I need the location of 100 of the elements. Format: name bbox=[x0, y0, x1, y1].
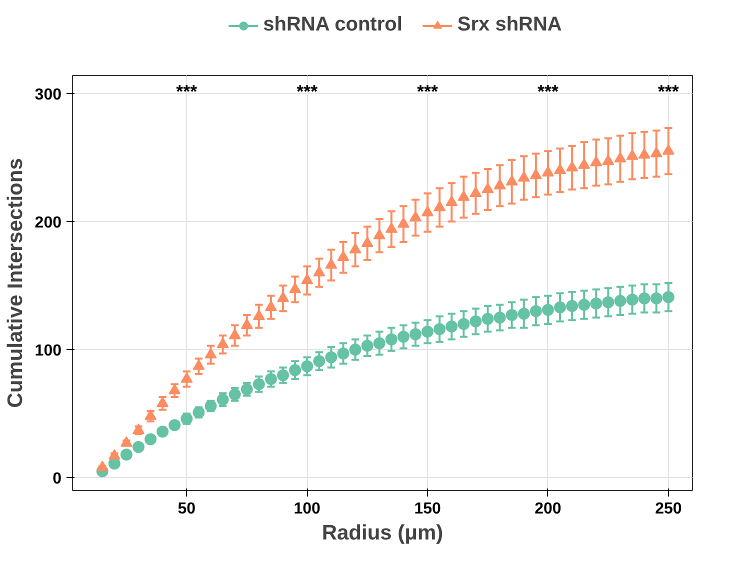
point bbox=[337, 347, 350, 360]
point bbox=[410, 328, 422, 340]
point bbox=[530, 305, 542, 318]
point bbox=[434, 323, 446, 336]
point bbox=[156, 426, 169, 438]
point bbox=[470, 186, 482, 198]
point bbox=[530, 168, 542, 180]
point bbox=[410, 210, 422, 222]
point bbox=[373, 228, 386, 240]
y-tick-label: 200 bbox=[34, 214, 62, 232]
point bbox=[313, 355, 326, 368]
point bbox=[422, 206, 434, 216]
x-axis-title: Radius (μm) bbox=[322, 522, 444, 544]
point bbox=[349, 344, 362, 356]
point bbox=[566, 300, 578, 312]
point bbox=[614, 294, 626, 307]
y-tick-label: 100 bbox=[34, 342, 62, 360]
point bbox=[385, 333, 398, 346]
point bbox=[301, 360, 314, 372]
point bbox=[578, 158, 590, 169]
point bbox=[566, 160, 578, 172]
point bbox=[590, 156, 602, 166]
point bbox=[446, 195, 458, 206]
annotation: *** bbox=[176, 82, 198, 102]
point bbox=[349, 242, 362, 254]
point bbox=[252, 378, 265, 390]
point bbox=[554, 301, 566, 314]
point bbox=[337, 250, 350, 262]
point bbox=[626, 294, 638, 306]
legend-label: Srx shRNA bbox=[457, 14, 562, 36]
point bbox=[264, 300, 277, 312]
point bbox=[518, 308, 530, 320]
point bbox=[168, 384, 181, 394]
point bbox=[144, 433, 157, 446]
point bbox=[638, 148, 650, 159]
annotation: *** bbox=[296, 82, 318, 102]
point bbox=[156, 396, 169, 408]
point bbox=[264, 373, 277, 386]
point bbox=[614, 152, 626, 162]
point bbox=[397, 330, 410, 343]
point bbox=[252, 309, 265, 320]
point bbox=[494, 312, 506, 324]
point bbox=[578, 298, 590, 311]
point bbox=[602, 154, 614, 165]
point bbox=[277, 292, 290, 302]
x-tick-label: 200 bbox=[534, 500, 562, 518]
point bbox=[422, 326, 434, 338]
point bbox=[204, 348, 217, 358]
point bbox=[228, 328, 241, 340]
point bbox=[482, 312, 494, 325]
point bbox=[192, 359, 205, 370]
point bbox=[650, 292, 662, 304]
point bbox=[638, 292, 650, 304]
point bbox=[361, 340, 374, 352]
legend-label: shRNA control bbox=[263, 14, 402, 36]
x-tick-label: 150 bbox=[414, 500, 441, 518]
annotation: *** bbox=[537, 82, 558, 102]
point bbox=[120, 448, 132, 461]
point bbox=[662, 291, 674, 304]
point bbox=[289, 282, 302, 294]
point bbox=[180, 372, 193, 383]
y-tick-label: 300 bbox=[34, 86, 62, 104]
x-tick-label: 50 bbox=[178, 500, 196, 518]
point bbox=[518, 171, 530, 182]
point bbox=[168, 419, 181, 432]
point bbox=[301, 274, 314, 284]
annotation: *** bbox=[658, 82, 679, 102]
point bbox=[590, 298, 602, 310]
point bbox=[434, 200, 446, 212]
point bbox=[554, 163, 566, 174]
y-tick-label: 0 bbox=[52, 470, 62, 488]
point bbox=[458, 318, 470, 330]
point bbox=[132, 440, 144, 453]
point bbox=[458, 190, 470, 201]
point bbox=[397, 217, 410, 228]
point bbox=[446, 320, 458, 333]
point bbox=[289, 364, 302, 376]
point bbox=[662, 144, 674, 155]
point bbox=[325, 258, 338, 269]
x-tick-label: 100 bbox=[294, 500, 321, 518]
point bbox=[277, 369, 290, 382]
point bbox=[602, 296, 614, 308]
point bbox=[506, 309, 518, 322]
annotation: *** bbox=[417, 82, 438, 102]
point bbox=[506, 174, 518, 186]
x-tick-label: 250 bbox=[655, 500, 682, 518]
point bbox=[542, 166, 554, 177]
point bbox=[216, 338, 229, 348]
point bbox=[494, 178, 506, 190]
point bbox=[482, 182, 494, 194]
point bbox=[325, 351, 338, 364]
point bbox=[650, 146, 662, 158]
point bbox=[470, 315, 482, 328]
point bbox=[626, 149, 638, 160]
point bbox=[361, 236, 374, 247]
y-axis-title: Cumulative Intersections bbox=[4, 158, 27, 408]
point bbox=[313, 266, 326, 276]
point bbox=[373, 337, 386, 350]
point bbox=[240, 318, 253, 329]
point bbox=[542, 304, 554, 316]
